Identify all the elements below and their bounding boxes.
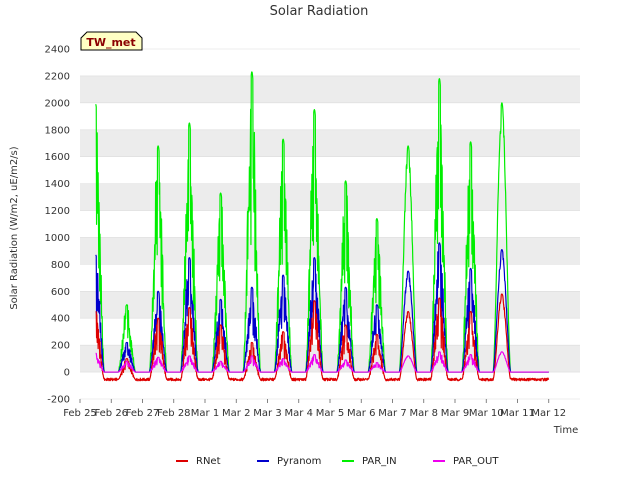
series-line-par-out — [95, 351, 550, 373]
station-badge: TW_met — [80, 31, 143, 51]
y-tick-label: 1200 — [45, 206, 70, 217]
x-tick-label: Mar 8 — [410, 408, 438, 419]
y-tick-label: 2400 — [45, 45, 70, 56]
x-tick-label: Mar 4 — [285, 408, 313, 419]
x-tick-label: Feb 27 — [126, 408, 160, 419]
x-tick-label: Mar 11 — [500, 408, 535, 419]
y-tick-label: 1000 — [45, 233, 70, 244]
y-axis-title: Solar Radiation (W/m2, uE/m2/s) — [9, 146, 20, 309]
y-tick-label: 2200 — [45, 71, 70, 82]
y-tick-label: 1800 — [45, 125, 70, 136]
x-tick-label: Mar 12 — [531, 408, 566, 419]
y-tick-label: 2000 — [45, 98, 70, 109]
legend-label: Pyranom — [277, 456, 321, 467]
station-badge-label: TW_met — [86, 36, 135, 49]
x-tick-label: Feb 26 — [94, 408, 128, 419]
grid-band — [80, 129, 580, 157]
x-tick-label: Mar 3 — [253, 408, 281, 419]
legend-label: RNet — [196, 456, 221, 467]
x-tick-label: Mar 2 — [222, 408, 250, 419]
grid-band — [80, 183, 580, 211]
x-tick-label: Mar 5 — [316, 408, 344, 419]
x-tick-label: Feb 25 — [63, 408, 97, 419]
x-tick-label: Mar 7 — [378, 408, 406, 419]
legend-label: PAR_IN — [362, 456, 397, 467]
x-tick-label: Mar 9 — [441, 408, 469, 419]
y-tick-label: -200 — [47, 395, 70, 406]
y-tick-label: 0 — [64, 368, 70, 379]
y-axis-ticks: -200 0 200 400 600 800 1000 1200 1400 1600 1800 200… — [45, 45, 70, 406]
y-tick-label: 800 — [51, 260, 70, 271]
x-tick-label: Mar 1 — [191, 408, 219, 419]
x-tick-label: Mar 6 — [347, 408, 375, 419]
y-tick-label: 200 — [51, 341, 70, 352]
y-tick-label: 400 — [51, 314, 70, 325]
grid-band — [80, 75, 580, 103]
x-tick-label: Feb 28 — [157, 408, 191, 419]
legend: RNet Pyranom PAR_IN PAR_OUT — [176, 456, 499, 467]
x-tick-label: Mar 10 — [469, 408, 504, 419]
series-lines — [95, 71, 550, 382]
y-tick-label: 600 — [51, 287, 70, 298]
legend-label: PAR_OUT — [453, 456, 499, 467]
series-line-rnet — [95, 293, 550, 382]
y-tick-label: 1400 — [45, 179, 70, 190]
x-axis-title: Time — [553, 425, 578, 436]
chart-title: Solar Radiation — [270, 4, 369, 19]
y-tick-label: 1600 — [45, 152, 70, 163]
